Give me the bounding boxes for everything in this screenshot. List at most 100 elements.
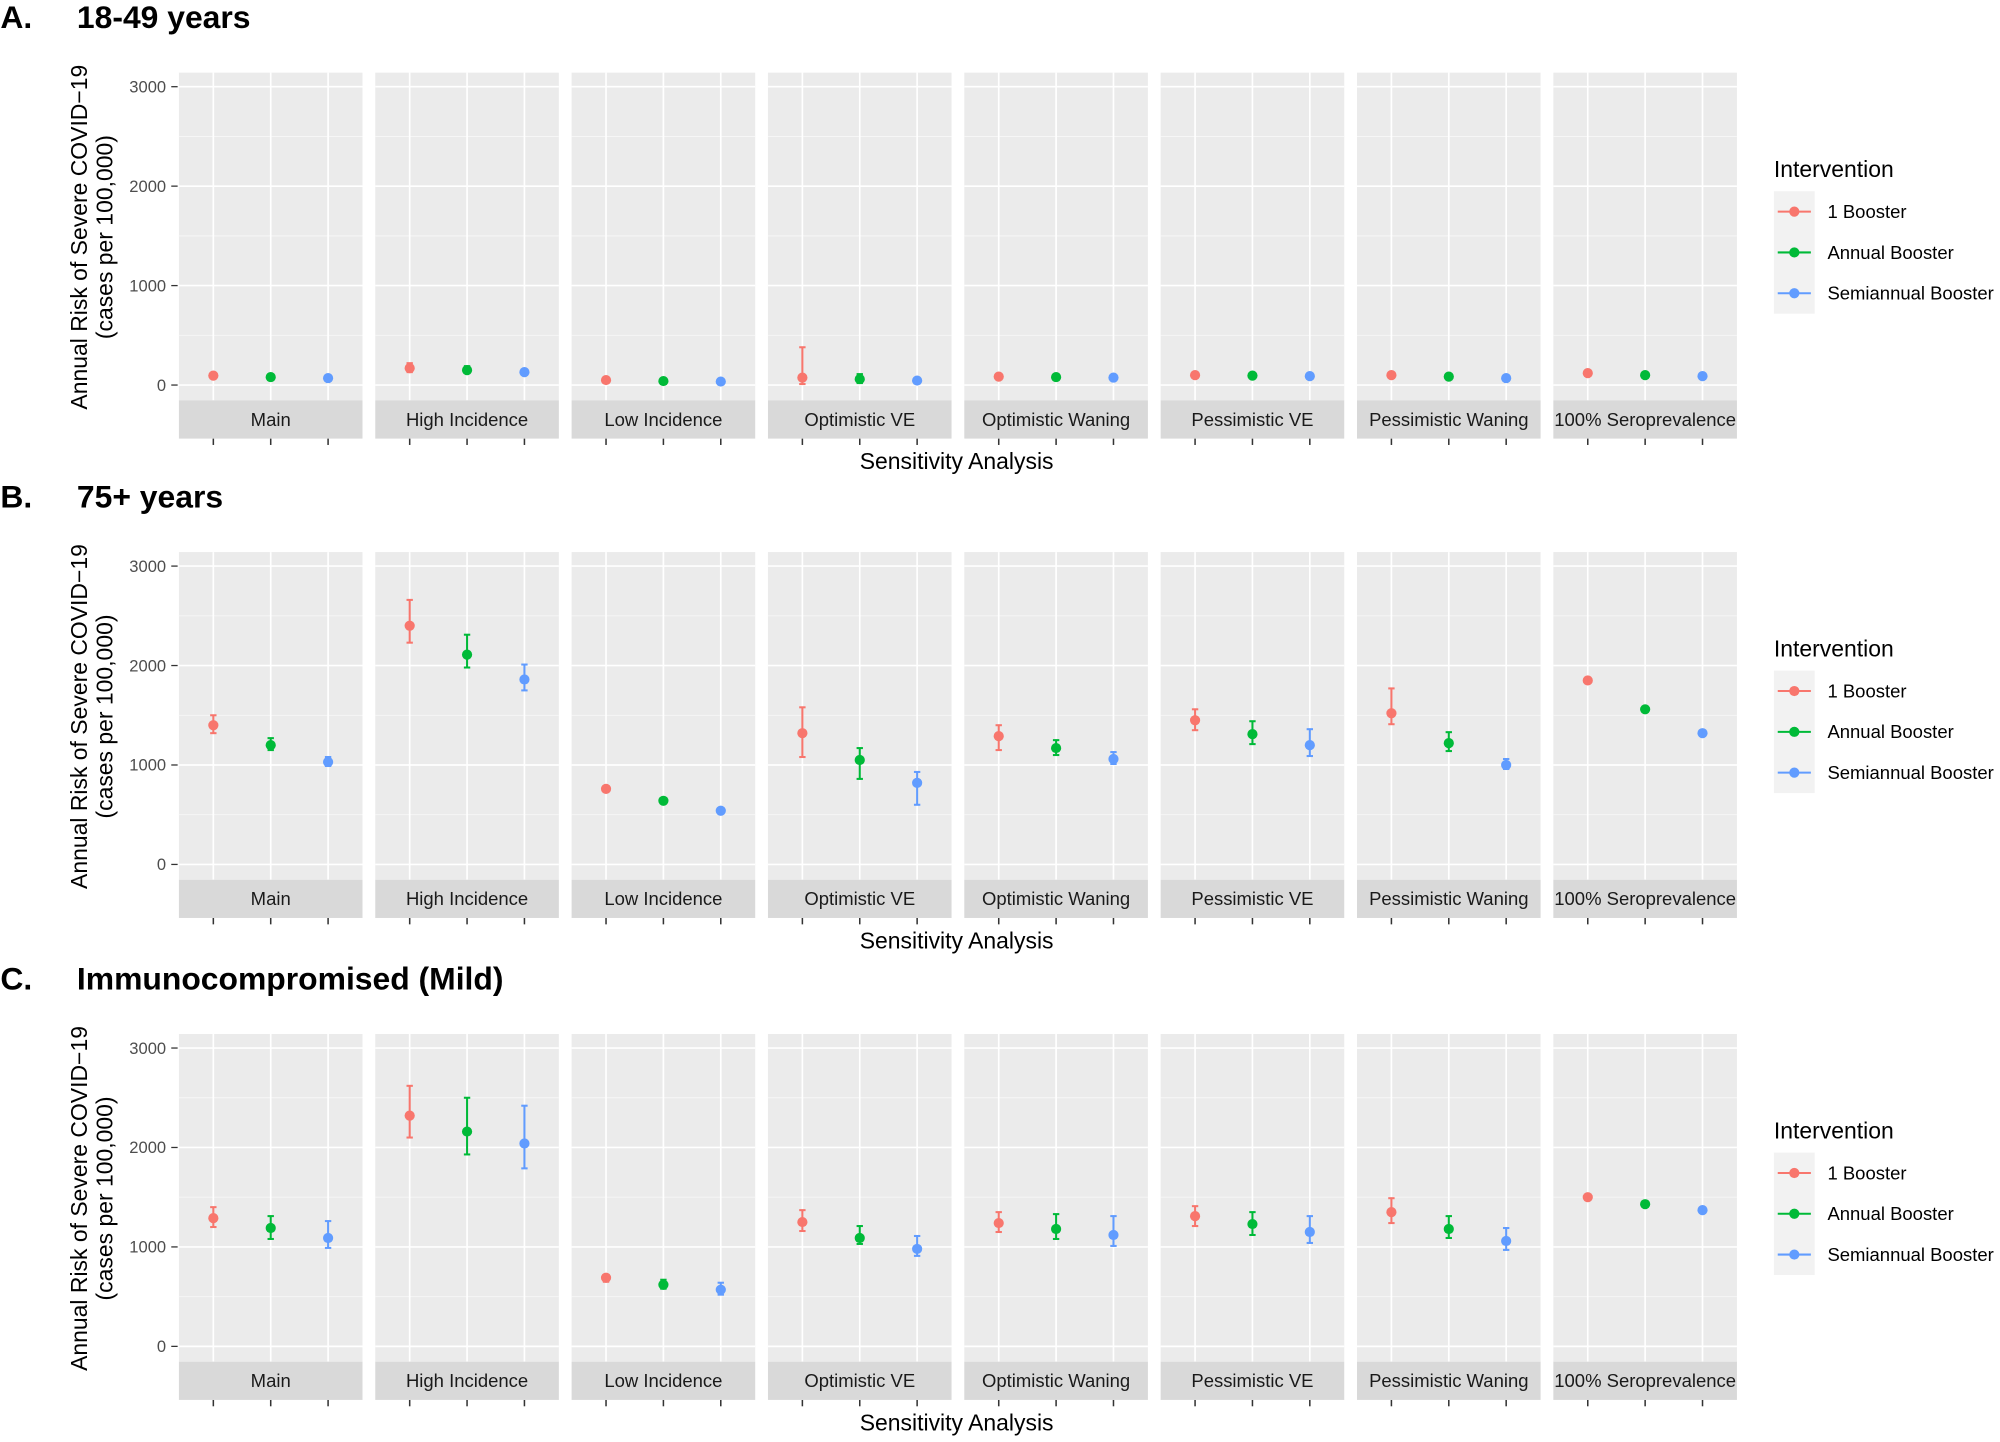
y-axis-label: Annual Risk of Severe COVID−19	[66, 65, 92, 410]
data-point-1-booster	[1189, 715, 1201, 726]
panel-title: Immunocompromised (Mild)	[77, 960, 504, 996]
facet-strip	[375, 400, 559, 439]
data-point-annual-booster	[461, 365, 473, 376]
y-tick-label: 2000	[129, 1138, 166, 1157]
panel-title: 18-49 years	[77, 0, 251, 35]
facet-pessimistic-ve: Pessimistic VE	[1160, 552, 1345, 925]
y-tick-label: 3000	[129, 1039, 166, 1058]
facet-100-seroprevalence: 100% Seroprevalence	[1553, 1034, 1737, 1407]
facet-optimistic-waning: Optimistic Waning	[964, 1034, 1148, 1407]
facet-optimistic-ve: Optimistic VE	[767, 72, 952, 445]
legend-title: Intervention	[1774, 156, 1894, 182]
facet-strip-label: Pessimistic VE	[1191, 409, 1313, 430]
y-tick-label: 1000	[129, 1238, 166, 1257]
data-point-1-booster	[208, 720, 219, 731]
panel-title: 75+ years	[77, 478, 223, 514]
data-point-annual-booster	[658, 795, 669, 806]
y-axis-label-units: (cases per 100,000)	[92, 615, 118, 819]
data-point-1-booster	[993, 731, 1004, 742]
y-tick-label: 3000	[129, 557, 166, 576]
data-point-1-booster	[1189, 369, 1201, 381]
y-tick-label: 1000	[129, 276, 166, 295]
facet-strip-label: 100% Seroprevalence	[1554, 409, 1736, 430]
data-point-annual-booster	[1640, 704, 1651, 715]
data-point-semiannual-booster	[519, 1138, 530, 1149]
facet-strip-label: Low Incidence	[604, 888, 722, 909]
legend: Intervention 1 Booster Annual Booster Semia…	[1773, 1118, 1994, 1275]
data-point-1-booster	[404, 620, 415, 631]
legend-item-label: 1 Booster	[1827, 1162, 1906, 1183]
data-point-semiannual-booster	[715, 376, 726, 387]
facet-strip-label: Main	[251, 409, 291, 430]
facet-strip	[375, 879, 559, 918]
facet-strip	[178, 1361, 363, 1400]
data-point-annual-booster	[1247, 370, 1258, 381]
facet-strip	[1160, 400, 1345, 439]
facet-strip-label: Pessimistic Waning	[1369, 1370, 1528, 1391]
x-axis-label: Sensitivity Analysis	[860, 1410, 1054, 1436]
facet-strip-label: High Incidence	[406, 409, 528, 430]
data-point-1-booster	[208, 370, 219, 381]
data-point-1-booster	[404, 1110, 415, 1121]
facet-strip-label: Optimistic VE	[804, 409, 915, 430]
data-point-semiannual-booster	[1108, 753, 1119, 765]
facet-strip	[1160, 1361, 1345, 1400]
data-point-1-booster	[993, 1217, 1004, 1229]
data-point-1-booster	[600, 1272, 612, 1283]
data-point-1-booster	[1386, 369, 1397, 381]
legend-key-point	[1789, 767, 1800, 778]
y-tick-label: 0	[157, 855, 166, 874]
data-point-1-booster	[1582, 368, 1593, 379]
data-point-1-booster	[1189, 1210, 1201, 1222]
data-point-annual-booster	[1443, 371, 1454, 382]
facet-low-incidence: Low Incidence	[571, 72, 756, 445]
facet-strip-label: Optimistic VE	[804, 888, 915, 909]
y-axis-label-units: (cases per 100,000)	[92, 135, 118, 339]
panel-letter: A.	[0, 0, 32, 35]
data-point-1-booster	[797, 1216, 808, 1228]
x-axis-label: Sensitivity Analysis	[860, 928, 1054, 954]
data-point-annual-booster	[854, 754, 865, 766]
facet-strip	[964, 1361, 1148, 1400]
facet-main: Main	[178, 552, 363, 925]
data-point-1-booster	[600, 374, 612, 386]
facet-100-seroprevalence: 100% Seroprevalence	[1553, 552, 1737, 925]
legend-item-label: Semiannual Booster	[1827, 1244, 1993, 1265]
facet-high-incidence: High Incidence	[375, 72, 559, 445]
facet-strip	[1356, 1361, 1541, 1400]
data-point-semiannual-booster	[1501, 372, 1512, 384]
legend-key-point	[1789, 1249, 1800, 1260]
data-point-semiannual-booster	[912, 1243, 923, 1255]
facet-strip	[767, 879, 952, 918]
data-point-semiannual-booster	[519, 367, 530, 378]
data-point-annual-booster	[265, 371, 276, 383]
data-point-1-booster	[1386, 1207, 1397, 1218]
facet-pessimistic-ve: Pessimistic VE	[1160, 72, 1345, 445]
facet-optimistic-ve: Optimistic VE	[767, 552, 952, 925]
data-point-semiannual-booster	[1108, 372, 1119, 383]
facet-100-seroprevalence: 100% Seroprevalence	[1553, 72, 1737, 445]
facet-optimistic-ve: Optimistic VE	[767, 1034, 952, 1407]
facet-strip	[964, 400, 1148, 439]
facet-strip-label: Optimistic VE	[804, 1370, 915, 1391]
legend-key-point	[1789, 247, 1800, 258]
facet-pessimistic-waning: Pessimistic Waning	[1356, 72, 1541, 445]
facet-pessimistic-waning: Pessimistic Waning	[1356, 552, 1541, 925]
legend-item-label: Annual Booster	[1827, 242, 1953, 263]
facet-pessimistic-waning: Pessimistic Waning	[1356, 1034, 1541, 1407]
facet-strip-label: Optimistic Waning	[982, 1370, 1130, 1391]
y-axis-label: Annual Risk of Severe COVID−19	[66, 544, 92, 889]
facet-strip	[571, 879, 756, 918]
data-point-semiannual-booster	[1304, 1226, 1315, 1238]
data-point-annual-booster	[658, 375, 669, 387]
legend-item-label: Semiannual Booster	[1827, 283, 1993, 304]
facet-strip-label: High Incidence	[406, 1370, 528, 1391]
y-axis-label: Annual Risk of Severe COVID−19	[66, 1026, 92, 1371]
data-point-semiannual-booster	[1108, 1229, 1119, 1241]
facet-strip-label: 100% Seroprevalence	[1554, 888, 1736, 909]
facet-strip	[1160, 879, 1345, 918]
facet-strip	[1553, 879, 1737, 918]
data-point-semiannual-booster	[322, 756, 334, 768]
legend-title: Intervention	[1774, 636, 1894, 662]
